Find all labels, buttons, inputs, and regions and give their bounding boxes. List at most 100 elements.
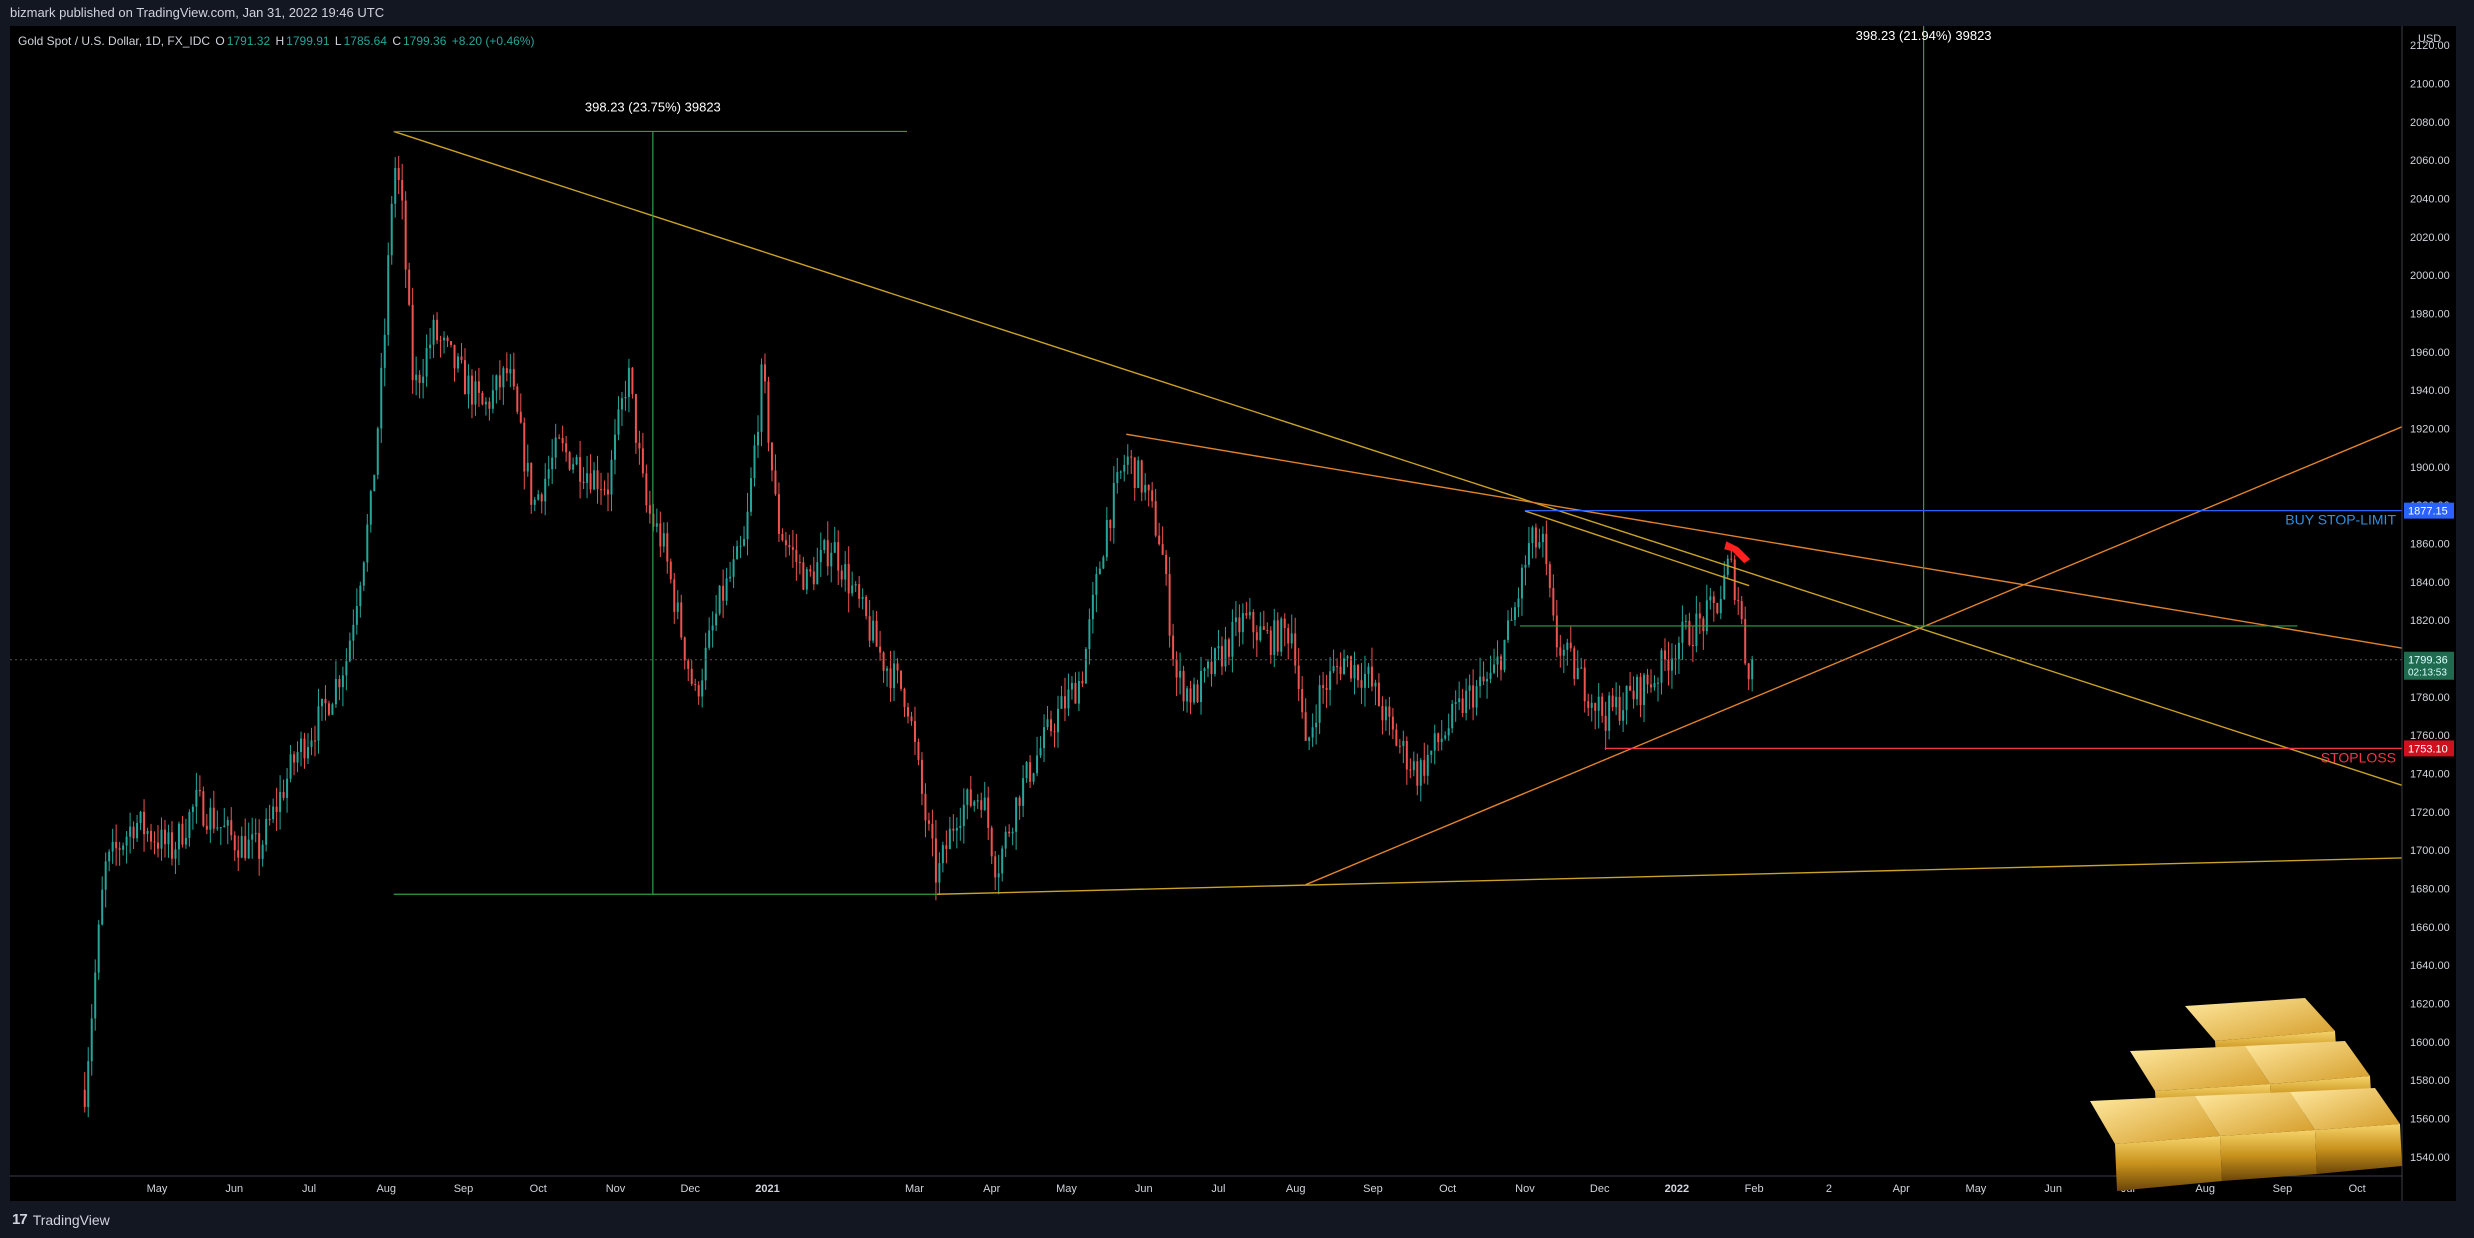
candle-body	[300, 738, 303, 753]
candle-body	[627, 367, 630, 398]
candle-body	[439, 340, 442, 342]
candle-body	[1116, 472, 1119, 484]
price-tick: 1960.00	[2410, 347, 2450, 359]
candle-body	[1670, 658, 1673, 671]
price-tick: 1900.00	[2410, 462, 2450, 474]
candle-body	[240, 836, 243, 858]
price-tick: 1580.00	[2410, 1075, 2450, 1087]
candle-body	[886, 668, 889, 671]
candle-body	[1308, 737, 1311, 741]
candle-body	[505, 368, 508, 374]
candle-body	[896, 663, 899, 671]
candle-body	[1705, 600, 1708, 632]
buy-price-badge: 1877.15	[2408, 506, 2448, 518]
candle-body	[889, 668, 892, 689]
candle-body	[683, 637, 686, 661]
candle-body	[390, 203, 393, 256]
candle-body	[980, 800, 983, 810]
candle-body	[607, 489, 609, 495]
candle-body	[251, 834, 254, 840]
stop-price-badge-bg	[2404, 740, 2454, 757]
candle-body	[355, 606, 358, 625]
candle-body	[770, 442, 773, 471]
candle-body	[1587, 701, 1590, 708]
gold-bar-front-right	[2290, 1088, 2400, 1130]
candle-body	[101, 889, 104, 925]
candle-body	[603, 489, 606, 491]
candle-body	[1234, 617, 1237, 622]
candle-body	[177, 823, 180, 850]
candle-body	[1360, 680, 1363, 688]
candle-body	[286, 778, 289, 798]
candle-body	[115, 841, 118, 849]
candle-body	[1004, 831, 1007, 849]
candle-body	[927, 820, 930, 824]
candle-body	[966, 789, 969, 805]
candle-body	[694, 684, 697, 686]
time-tick: Apr	[983, 1183, 1000, 1195]
candle-body	[763, 364, 766, 382]
candle-body	[1060, 696, 1063, 709]
candle-body	[1315, 722, 1318, 728]
candle-body	[558, 437, 561, 439]
candle-body	[1025, 762, 1028, 779]
candle-body	[1332, 666, 1335, 672]
price-tick: 2080.00	[2410, 117, 2450, 129]
candle-body	[1252, 611, 1255, 633]
candle-body	[554, 437, 557, 458]
candle-body	[1660, 650, 1663, 683]
low-label: L	[334, 34, 342, 48]
candle-body	[348, 640, 351, 662]
candle-body	[1255, 632, 1258, 641]
candle-body	[1008, 831, 1011, 834]
buy-stop-label: BUY STOP-LIMIT	[2285, 512, 2396, 528]
candle-body	[798, 562, 801, 564]
candle-body	[1496, 656, 1499, 665]
candle-body	[1541, 533, 1544, 543]
candle-body	[394, 168, 397, 204]
candle-body	[1070, 682, 1073, 690]
candle-body	[1454, 702, 1457, 704]
candle-body	[704, 647, 707, 681]
candle-body	[296, 752, 299, 763]
candle-body	[1283, 618, 1286, 629]
candle-body	[844, 564, 847, 580]
candle-body	[1576, 667, 1579, 679]
price-tick: 1720.00	[2410, 807, 2450, 819]
candle-body	[191, 806, 194, 813]
candle-body	[767, 381, 770, 443]
candle-body	[212, 807, 215, 829]
candle-body	[310, 740, 313, 747]
candle-body	[948, 828, 951, 850]
candle-body	[87, 1061, 90, 1107]
candle-body	[1503, 639, 1506, 670]
candle-body	[1524, 564, 1527, 568]
candle-body	[1325, 687, 1328, 690]
price-tick: 1600.00	[2410, 1037, 2450, 1049]
candle-body	[523, 422, 526, 472]
stoploss-label: STOPLOSS	[2321, 749, 2396, 765]
candle-body	[833, 542, 836, 553]
candle-body	[1119, 471, 1122, 473]
tradingview-logo[interactable]: 17 TradingView	[12, 1211, 110, 1228]
candle-body	[634, 394, 637, 443]
candle-body	[1311, 727, 1314, 738]
candle-body	[1590, 702, 1593, 708]
candle-body	[544, 478, 547, 502]
symmetrical-top	[1524, 510, 1750, 587]
candle-body	[910, 716, 913, 722]
candle-body	[1684, 620, 1687, 622]
candle-body	[1133, 457, 1136, 488]
candle-body	[816, 562, 819, 585]
candle-body	[701, 680, 704, 697]
candle-body	[331, 704, 334, 715]
gold-bar-front-left	[2090, 1096, 2220, 1144]
candle-body	[1294, 633, 1297, 666]
candle-body	[868, 616, 871, 641]
chart-frame[interactable]: 398.23 (23.75%) 39823 398.23 (21.94%) 398…	[10, 26, 2456, 1201]
chart-canvas[interactable]: 398.23 (23.75%) 39823 398.23 (21.94%) 398…	[10, 26, 2456, 1201]
candle-body	[673, 579, 676, 612]
candle-body	[491, 390, 494, 409]
candle-body	[268, 818, 271, 820]
candle-body	[1231, 621, 1234, 657]
